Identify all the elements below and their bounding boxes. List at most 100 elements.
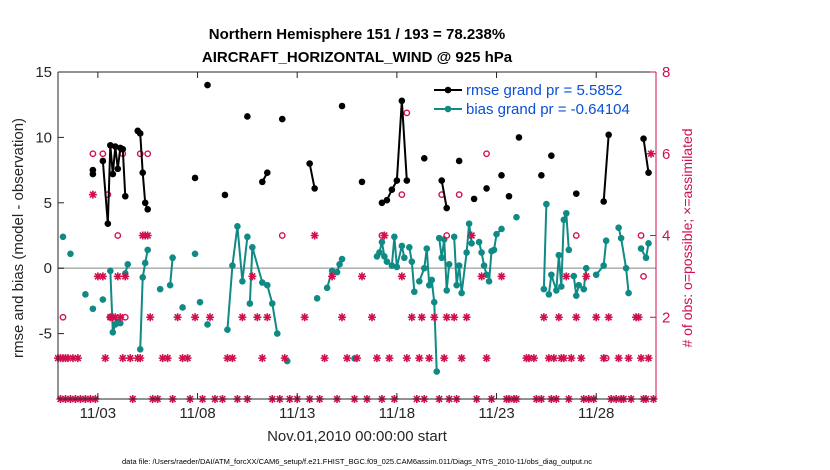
obs-assimilated-point: [559, 354, 568, 363]
obs-assimilated-point: [407, 313, 416, 322]
bias-point: [411, 288, 418, 296]
bias-point: [637, 245, 645, 252]
rmse-point: [548, 152, 555, 160]
x-tick-label: 11/28: [578, 405, 614, 422]
bias-point: [391, 233, 398, 241]
bias-point: [336, 260, 343, 268]
bias-point: [333, 268, 341, 276]
bias-point: [99, 296, 107, 303]
obs-assimilated-point: [637, 354, 646, 363]
obs-assimilated-point: [173, 313, 182, 322]
obs-assimilated-point: [143, 231, 152, 240]
bias-point: [244, 233, 251, 241]
obs-assimilated-point: [380, 231, 389, 240]
x-tick-label: 11/18: [379, 405, 415, 422]
rmse-point: [640, 135, 647, 143]
rmse-point: [403, 177, 411, 184]
bias-point: [415, 277, 423, 285]
bias-point: [642, 254, 650, 262]
obs-assimilated-point: [223, 354, 232, 363]
obs-assimilated-point: [98, 272, 107, 281]
bias-point: [435, 234, 443, 242]
obs-assimilated-point: [258, 354, 267, 363]
rmse-point: [605, 131, 612, 139]
bias-point: [156, 285, 164, 293]
bias-point: [328, 267, 336, 275]
rmse-point: [378, 199, 386, 207]
obs-assimilated-point: [63, 354, 72, 363]
bias-point: [602, 237, 610, 245]
obs-possible-point: [637, 232, 645, 239]
obs-possible-point: [640, 272, 647, 280]
rmse-point: [136, 130, 144, 137]
bias-point: [617, 234, 625, 242]
obs-assimilated-point: [163, 354, 172, 363]
obs-assimilated-point: [397, 272, 406, 281]
obs-assimilated-point: [539, 313, 548, 322]
obs-possible-point: [443, 232, 451, 239]
bias-point: [338, 255, 346, 263]
data-file-footer: data file: /Users/raeder/DAI/ATM_forcXX/…: [122, 457, 592, 466]
obs-assimilated-point: [343, 354, 352, 363]
bias-point: [540, 285, 548, 293]
bias-point: [423, 245, 431, 252]
y-tick-label-right: 4: [662, 228, 670, 245]
obs-assimilated-point: [310, 231, 319, 240]
rmse-point: [505, 192, 513, 200]
bias-point: [580, 285, 588, 293]
legend-bias-label: bias grand pr = -0.64104: [466, 101, 630, 118]
obs-assimilated-point: [554, 313, 563, 322]
bias-point: [229, 262, 236, 269]
bias-point: [169, 254, 176, 262]
bias-point: [438, 254, 446, 262]
obs-assimilated-point: [367, 313, 376, 322]
rmse-point: [420, 155, 428, 162]
bias-point: [563, 209, 570, 217]
bias-point: [622, 264, 630, 272]
y-tick-label-left: 15: [35, 64, 52, 81]
bias-point: [191, 250, 199, 258]
rmse-point: [191, 174, 199, 182]
bias-point: [433, 368, 441, 375]
obs-assimilated-point: [372, 354, 381, 363]
rmse-point: [515, 134, 523, 141]
obs-possible-point: [59, 313, 67, 321]
rmse-point: [109, 170, 117, 178]
y-tick-label-left: 0: [44, 260, 52, 277]
y-tick-label-left: 5: [44, 195, 52, 212]
obs-assimilated-point: [158, 354, 167, 363]
obs-assimilated-point: [644, 354, 653, 363]
obs-possible-point: [483, 150, 490, 158]
obs-assimilated-point: [417, 313, 426, 322]
bias-point: [428, 276, 436, 284]
bias-point: [234, 223, 241, 230]
legend: rmse grand pr = 5.5852 bias grand pr = -0…: [430, 78, 654, 120]
x-axis-label: Nov.01,2010 00:00:00 start: [267, 428, 448, 445]
obs-assimilated-point: [549, 354, 558, 363]
rmse-point: [498, 172, 505, 179]
bias-point: [259, 279, 266, 286]
rmse-series: [89, 81, 652, 228]
plot-area: 11/03 11/08 11/13 11/18 11/23 11/28 -5 0 5 10 15 2 4…: [35, 64, 670, 422]
bias-point: [575, 281, 583, 289]
bias-point: [455, 262, 463, 269]
obs-assimilated-point: [529, 354, 538, 363]
rmse-point: [278, 115, 286, 123]
obs-assimilated-point: [634, 313, 643, 322]
bias-line-segment: [478, 241, 488, 276]
bias-point: [565, 246, 573, 254]
obs-assimilated-point: [467, 231, 476, 240]
obs-assimilated-point: [524, 354, 533, 363]
obs-assimilated-point: [567, 354, 576, 363]
obs-assimilated-point: [402, 354, 411, 363]
y-axis-label-right: # of obs: o=possible; ×=assimilated: [679, 128, 695, 347]
bias-point: [548, 271, 555, 279]
obs-assimilated-point: [624, 354, 633, 363]
obs-assimilated-point: [118, 354, 127, 363]
rmse-point: [139, 169, 147, 177]
obs-assimilated-point: [462, 313, 471, 322]
bias-point: [450, 233, 458, 241]
rmse-line-segment: [308, 163, 316, 189]
rmse-point: [645, 169, 652, 177]
